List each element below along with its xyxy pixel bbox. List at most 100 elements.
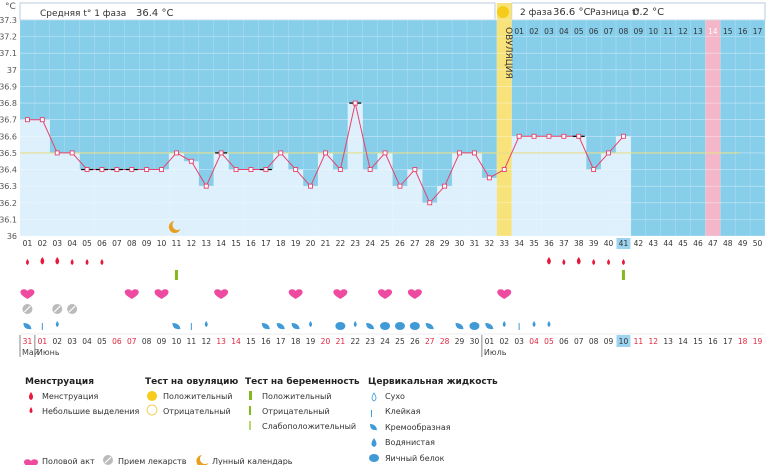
temperature-line [25,100,626,206]
calendar-date: 11 [187,337,197,346]
menstruation-drop [576,257,581,265]
calendar-date: 21 [336,337,346,346]
legend-fluid-title: Цервикальная жидкость [368,377,498,387]
eggwhite-icon [369,454,379,462]
calendar-date: 12 [201,337,211,346]
temperature-bar [601,152,616,236]
y-tick-label: 36.8 [0,99,17,108]
calendar-date: 09 [157,337,167,346]
spotting-drop [621,259,625,265]
calendar-date: 09 [604,337,614,346]
phase2-day-label: 17 [753,27,763,36]
temperature-bar [169,152,184,236]
calendar-date: 05 [97,337,107,346]
legend-fluid-dry: Сухо [385,392,405,401]
month-label: Май [22,348,39,357]
cycle-day-label: 19 [291,239,301,248]
axes: 37.3 37.2 37.1 37 36.9 36.8 36.7 36.6 36.5 36.4 36… [0,16,763,249]
cycle-day-label: 39 [589,239,599,248]
temperature-point [382,150,388,156]
temperature-point [501,167,507,172]
temperature-bar [34,119,50,236]
fluid-eggwhite [335,322,346,330]
calendar-date: 01 [38,337,48,346]
cycle-day-label: 43 [648,239,658,248]
temperature-bar [318,152,333,236]
pregnancy-weak-icon [249,421,251,430]
ovulation-positive-icon [147,391,157,401]
y-tick-label: 37.3 [0,16,17,25]
temperature-point [25,117,30,123]
y-tick-label: 36.4 [0,166,17,175]
legend-menstruation-item: Менструация [42,392,98,401]
legend: Менструация Менструация Небольшие выделе… [24,376,498,469]
calendar-date: 10 [172,337,182,346]
legend-pregnancy-negative: Отрицательный [262,407,330,416]
phase2-day-label: 08 [619,27,629,36]
cycle-day-label: 49 [738,239,748,248]
temperature-bar [452,152,467,236]
cycle-day-label: 23 [350,239,360,248]
cycle-day-label: 30 [455,239,465,248]
cycle-day-label: 25 [380,239,390,248]
cycle-day-label: 13 [201,239,211,248]
cycle-day-label: 11 [172,239,182,248]
temperature-bar [392,186,408,236]
cycle-day-label: 32 [485,239,495,248]
cycle-day-label: 47 [708,239,718,248]
lunar-marker [168,221,181,233]
creamy-icon [370,424,377,431]
legend-pills: Прием лекарств [118,457,187,465]
y-tick-label: 36.7 [0,116,17,125]
intercourse-heart [20,289,35,299]
temperature-point [397,183,403,189]
temperature-bar [437,186,453,236]
menstruation-drop [40,257,45,265]
temperature-bar [481,177,497,236]
calendar-date: 17 [276,337,286,346]
calendar-date: 02 [52,337,62,346]
pill-stripe [24,305,31,313]
cycle-day-label: 26 [395,239,405,248]
calendar-date: 31 [23,337,33,346]
temperature-point [159,167,165,172]
diff-value: 0.2 °C [633,7,664,18]
temperature-point [39,117,45,123]
cycle-day-label: 50 [753,239,763,248]
calendar-date: 24 [380,337,390,346]
menstruation-drop [55,257,60,265]
calendar-date: 15 [693,337,703,346]
menstruation-drop [547,257,551,265]
ovulation-sun-icon [497,6,509,18]
temperature-point [114,167,120,172]
phase2-day-label: 07 [604,27,614,36]
temperature-point [233,167,239,172]
temperature-point [278,150,284,156]
temperature-point [337,167,343,172]
spotting-drop [607,259,611,265]
y-tick-label: 37.1 [0,49,17,58]
intercourse-heart [154,289,169,299]
temperature-point [203,183,209,189]
cycle-day-label: 27 [410,239,420,248]
cycle-day-label: 35 [529,239,539,248]
temperature-point [263,167,269,172]
temperature-point [293,167,299,172]
calendar-date: 27 [425,337,435,346]
legend-fluid-creamy: Кремообразная [385,423,451,432]
legend-intercourse: Половой акт [42,457,95,465]
marker-bands [496,3,721,236]
cycle-day-label: 08 [127,239,137,248]
fluid-eggwhite [380,322,391,330]
calendar-date: 07 [574,337,584,346]
calendar-date: 06 [559,337,569,346]
cycle-day-label: 15 [231,239,241,248]
calendar-date: 13 [663,337,673,346]
temperature-point [472,150,477,156]
intercourse-heart [288,289,303,299]
legend-fluid-watery: Водянистая [385,438,435,447]
temperature-bar [64,152,80,236]
fluid-creamy [276,323,285,330]
cycle-day-label: 20 [306,239,316,248]
